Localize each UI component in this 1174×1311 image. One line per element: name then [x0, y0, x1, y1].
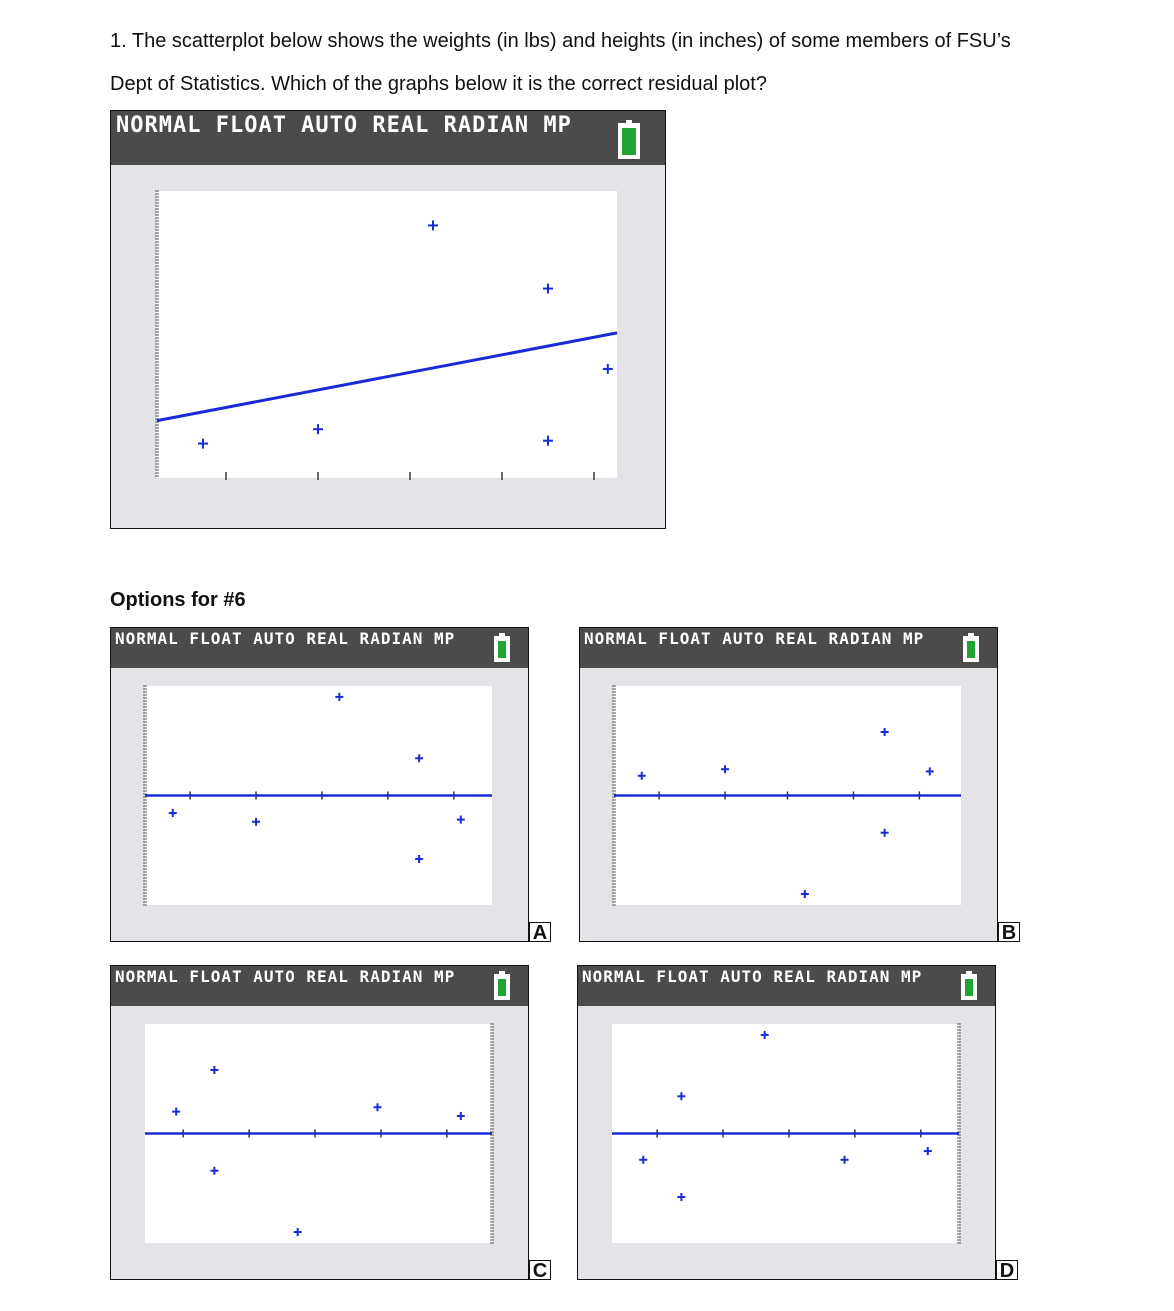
- option-label-c: C: [529, 1260, 551, 1281]
- residual-plot-a: [143, 685, 492, 906]
- status-bar: NORMAL FLOAT AUTO REAL RADIAN MP: [580, 628, 997, 668]
- data-point: [602, 363, 613, 374]
- calculator-screen-c: NORMAL FLOAT AUTO REAL RADIAN MP: [110, 965, 529, 1280]
- data-point: [677, 1193, 686, 1202]
- residual-plot-b: [612, 685, 961, 906]
- data-point: [800, 890, 809, 899]
- data-point: [923, 1147, 932, 1156]
- data-point: [428, 220, 438, 231]
- data-point: [639, 1155, 648, 1164]
- status-bar: NORMAL FLOAT AUTO REAL RADIAN MP: [111, 111, 665, 165]
- calculator-screen-d: NORMAL FLOAT AUTO REAL RADIAN MP: [577, 965, 996, 1280]
- data-point: [335, 692, 344, 701]
- data-point: [172, 1107, 181, 1116]
- options-heading: Options for #6: [110, 589, 246, 611]
- data-point: [198, 438, 208, 449]
- calculator-screen-b: NORMAL FLOAT AUTO REAL RADIAN MP: [579, 627, 998, 942]
- residual-plot-c: [145, 1023, 494, 1244]
- data-point: [543, 435, 553, 446]
- residual-plot-d: [612, 1023, 961, 1244]
- data-point: [313, 424, 323, 435]
- question-line-1: 1. The scatterplot below shows the weigh…: [110, 30, 1011, 52]
- option-label-b: B: [998, 922, 1020, 943]
- scatter-plot: [155, 190, 618, 480]
- calculator-screen-a: NORMAL FLOAT AUTO REAL RADIAN MP: [110, 627, 529, 942]
- option-label-a: A: [529, 922, 551, 943]
- data-point: [456, 815, 465, 824]
- data-point: [168, 809, 177, 818]
- option-label-d: D: [996, 1260, 1018, 1281]
- battery-icon: [618, 120, 640, 159]
- data-point: [721, 765, 730, 774]
- regression-line: [156, 331, 618, 423]
- data-point: [415, 855, 424, 864]
- data-point: [840, 1155, 849, 1164]
- data-point: [925, 767, 934, 776]
- data-point: [760, 1030, 769, 1039]
- data-point: [415, 754, 424, 763]
- data-point: [373, 1103, 382, 1112]
- question-line-2: Dept of Statistics. Which of the graphs …: [110, 73, 767, 95]
- battery-icon: [961, 971, 977, 1000]
- data-point: [637, 771, 646, 780]
- battery-icon: [494, 633, 510, 662]
- data-point: [880, 828, 889, 837]
- status-bar: NORMAL FLOAT AUTO REAL RADIAN MP: [111, 628, 528, 668]
- status-bar: NORMAL FLOAT AUTO REAL RADIAN MP: [111, 966, 528, 1006]
- data-point: [677, 1092, 686, 1101]
- data-point: [210, 1166, 219, 1175]
- data-point: [880, 727, 889, 736]
- data-point: [543, 283, 553, 294]
- battery-icon: [963, 633, 979, 662]
- data-point: [252, 817, 261, 826]
- data-point: [293, 1228, 302, 1237]
- battery-icon: [494, 971, 510, 1000]
- data-point: [456, 1111, 465, 1120]
- data-point: [210, 1065, 219, 1074]
- status-bar: NORMAL FLOAT AUTO REAL RADIAN MP: [578, 966, 995, 1006]
- calculator-screen-main: NORMAL FLOAT AUTO REAL RADIAN MP: [110, 110, 666, 529]
- plot-area: [157, 191, 617, 478]
